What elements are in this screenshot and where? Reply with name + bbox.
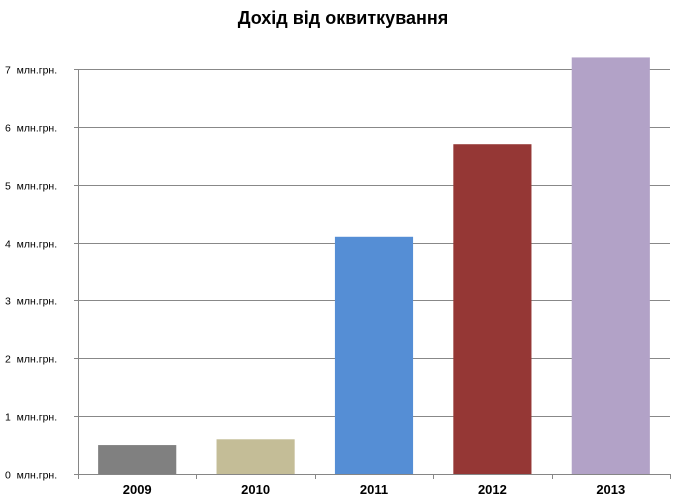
y-tick-label: 5 млн.грн. xyxy=(5,181,57,193)
bar-2013 xyxy=(571,57,650,475)
x-tick-label: 2013 xyxy=(596,482,625,497)
x-tick-labels: 2009 2010 2011 2012 2013 xyxy=(123,482,626,497)
bar-2011 xyxy=(334,236,414,474)
y-tick-labels: 0 млн.грн. 1 млн.грн. 2 млн.грн. 3 млн.грн.… xyxy=(5,65,57,482)
y-tick-label: 1 млн.грн. xyxy=(5,412,57,424)
x-tick-label: 2010 xyxy=(241,482,270,497)
y-tick-label: 4 млн.грн. xyxy=(5,239,57,251)
x-tick-label: 2012 xyxy=(478,482,507,497)
y-tick-label: 6 млн.грн. xyxy=(5,123,57,135)
bar-2009 xyxy=(98,445,177,474)
x-tick-label: 2009 xyxy=(123,482,152,497)
bar-2010 xyxy=(216,439,295,474)
y-tick-label: 7 млн.грн. xyxy=(5,65,57,77)
y-tick-label: 2 млн.грн. xyxy=(5,354,57,366)
bars xyxy=(98,57,650,475)
bar-2012 xyxy=(453,144,532,474)
chart-title: Дохід від оквиткування xyxy=(238,8,449,28)
axes xyxy=(74,69,671,479)
y-tick-label: 0 млн.грн. xyxy=(5,470,57,482)
x-tick-label: 2011 xyxy=(360,482,388,497)
y-tick-label: 3 млн.грн. xyxy=(5,296,57,308)
